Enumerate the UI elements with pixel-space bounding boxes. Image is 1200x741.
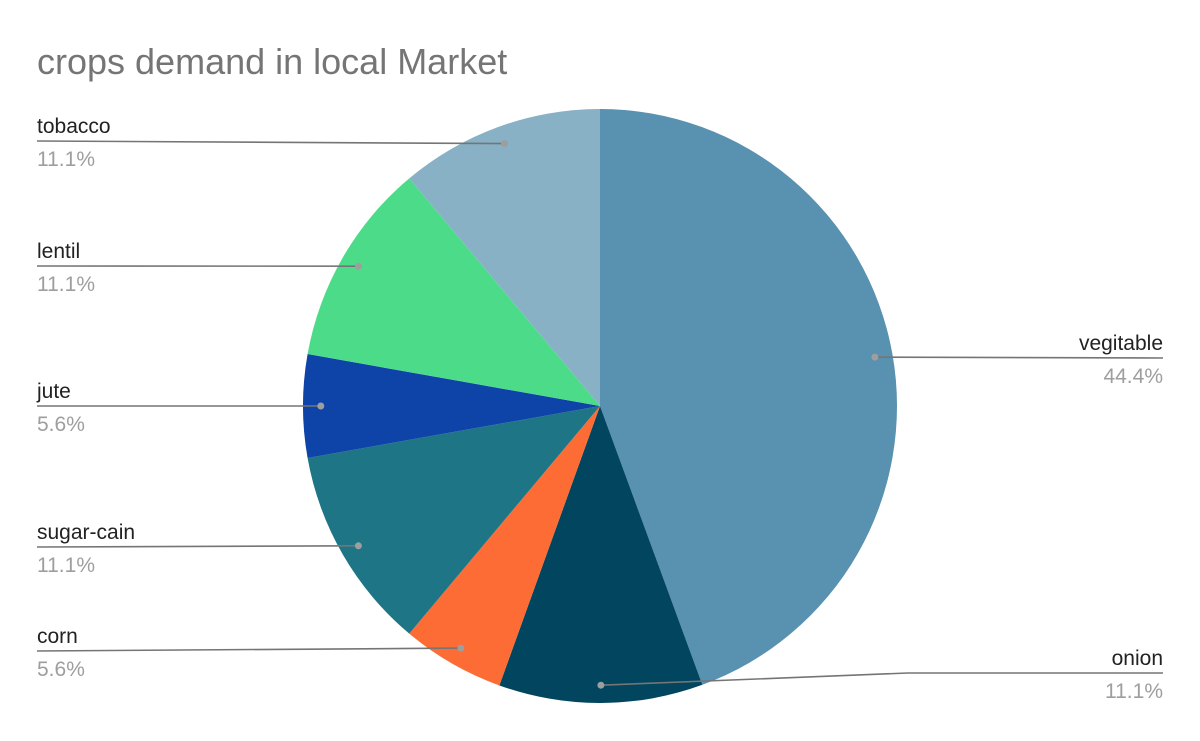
leader-line-sugar-cain bbox=[36, 544, 359, 548]
leader-dot-jute bbox=[317, 402, 325, 410]
slice-percent-lentil: 11.1% bbox=[37, 273, 95, 296]
slice-label-jute: jute bbox=[36, 380, 71, 403]
leader-dot-lentil bbox=[354, 262, 362, 270]
chart-title: crops demand in local Market bbox=[37, 41, 507, 82]
leader-line-onion bbox=[600, 672, 1163, 686]
slice-percent-corn: 5.6% bbox=[37, 658, 85, 681]
slice-label-vegitable: vegitable bbox=[1079, 332, 1163, 355]
slice-percent-vegitable: 44.4% bbox=[1103, 365, 1163, 388]
leader-dot-onion bbox=[597, 681, 605, 689]
leader-dot-corn bbox=[457, 644, 465, 652]
slice-percent-onion: 11.1% bbox=[1105, 680, 1163, 703]
slice-label-sugar-cain: sugar-cain bbox=[37, 521, 135, 544]
slice-labels: vegitable 44.4% onion 11.1% corn 5.6% sugar-ca… bbox=[36, 115, 1163, 703]
slice-lentil bbox=[307, 178, 600, 406]
slice-corn bbox=[409, 406, 600, 686]
leader-dot-vegitable bbox=[871, 353, 879, 361]
slice-percent-sugar-cain: 11.1% bbox=[37, 554, 95, 577]
slice-jute bbox=[302, 354, 600, 458]
slice-percent-tobacco: 11.1% bbox=[37, 148, 95, 171]
slice-label-corn: corn bbox=[37, 625, 78, 648]
slice-onion bbox=[499, 406, 703, 703]
leader-line-vegitable bbox=[874, 356, 1164, 359]
leader-line-tobacco bbox=[36, 140, 505, 145]
leader-lines bbox=[36, 140, 1164, 689]
slice-label-tobacco: tobacco bbox=[37, 115, 111, 138]
pie-slices bbox=[302, 109, 897, 703]
slice-label-lentil: lentil bbox=[37, 240, 80, 263]
slice-tobacco bbox=[409, 109, 600, 406]
leader-dot-sugar-cain bbox=[354, 542, 362, 550]
slice-label-onion: onion bbox=[1112, 647, 1163, 670]
slice-percent-jute: 5.6% bbox=[37, 413, 85, 436]
leader-dot-tobacco bbox=[501, 140, 509, 148]
leader-line-corn bbox=[36, 647, 461, 652]
slice-sugar-cain bbox=[307, 406, 600, 634]
slice-vegitable bbox=[600, 109, 897, 685]
